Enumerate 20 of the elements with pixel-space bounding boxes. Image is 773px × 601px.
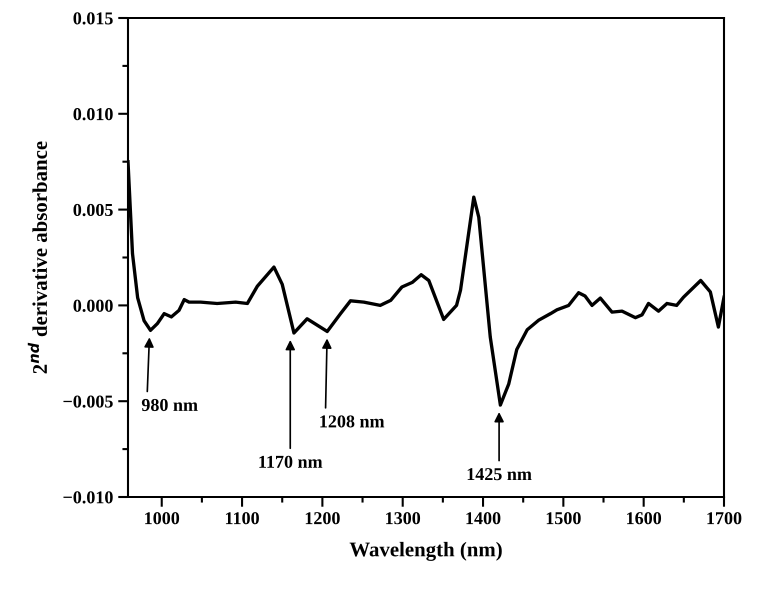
y-tick-label: 0.015 <box>73 12 113 25</box>
annotation: 1425 nm <box>468 468 532 480</box>
x-tick-label: 1700 <box>707 512 742 524</box>
x-axis-title: Wavelength (nm) <box>350 542 502 561</box>
y-tick-label: −0.010 <box>63 491 113 504</box>
annotation: 1170 nm <box>259 456 322 468</box>
x-tick-label: 1200 <box>306 512 340 524</box>
annotation: 1208 nm <box>320 415 384 428</box>
x-tick-label: 1600 <box>627 512 662 524</box>
x-tick-label: 1300 <box>386 512 420 524</box>
y-tick-label: 0.005 <box>73 204 113 216</box>
x-tick-label: 1400 <box>466 512 500 524</box>
y-axis-title: 2$^{nd}$ derivative absorbance <box>28 141 48 374</box>
annotation: 980 nm <box>142 398 198 412</box>
y-tick-label: 0.000 <box>73 300 113 312</box>
y-tick-label: −0.005 <box>63 395 113 408</box>
y-tick-label: 0.010 <box>73 108 113 120</box>
x-tick-label: 1100 <box>226 512 259 524</box>
x-tick-label: 1500 <box>546 512 581 524</box>
x-tick-label: 1000 <box>145 512 180 524</box>
